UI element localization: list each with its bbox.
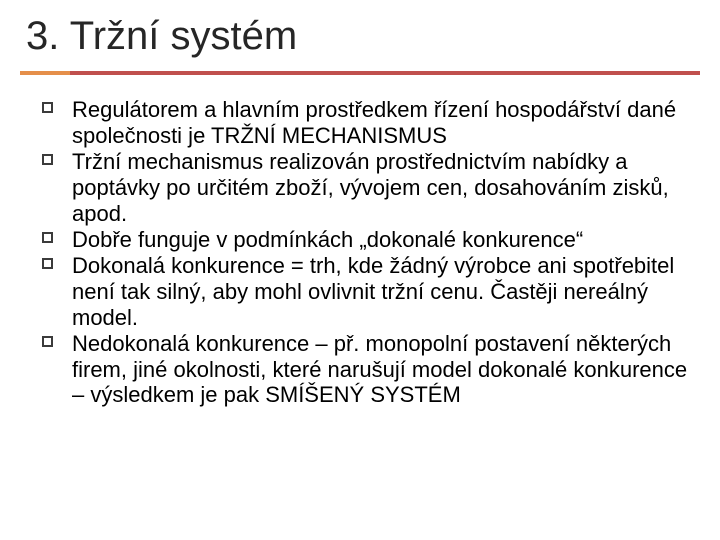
bullet-text: Nedokonalá konkurence – př. monopolní po… <box>72 331 687 408</box>
list-item: Nedokonalá konkurence – př. monopolní po… <box>42 331 690 409</box>
square-bullet-icon <box>42 154 53 165</box>
bullet-text: Tržní mechanismus realizován prostřednic… <box>72 149 669 226</box>
square-bullet-icon <box>42 232 53 243</box>
square-bullet-icon <box>42 336 53 347</box>
square-bullet-icon <box>42 258 53 269</box>
list-item: Dobře funguje v podmínkách „dokonalé kon… <box>42 227 690 253</box>
bullet-text: Dobře funguje v podmínkách „dokonalé kon… <box>72 227 583 252</box>
bullet-text: Dokonalá konkurence = trh, kde žádný výr… <box>72 253 674 330</box>
slide-title: 3. Tržní systém <box>20 14 700 59</box>
list-item: Regulátorem a hlavním prostředkem řízení… <box>42 97 690 149</box>
bullet-list: Regulátorem a hlavním prostředkem řízení… <box>42 97 690 408</box>
bullet-text: Regulátorem a hlavním prostředkem řízení… <box>72 97 676 148</box>
slide: 3. Tržní systém Regulátorem a hlavním pr… <box>0 0 720 540</box>
divider-accent <box>20 71 70 75</box>
square-bullet-icon <box>42 102 53 113</box>
title-divider <box>20 71 700 75</box>
list-item: Dokonalá konkurence = trh, kde žádný výr… <box>42 253 690 331</box>
slide-body: Regulátorem a hlavním prostředkem řízení… <box>20 97 700 408</box>
list-item: Tržní mechanismus realizován prostřednic… <box>42 149 690 227</box>
